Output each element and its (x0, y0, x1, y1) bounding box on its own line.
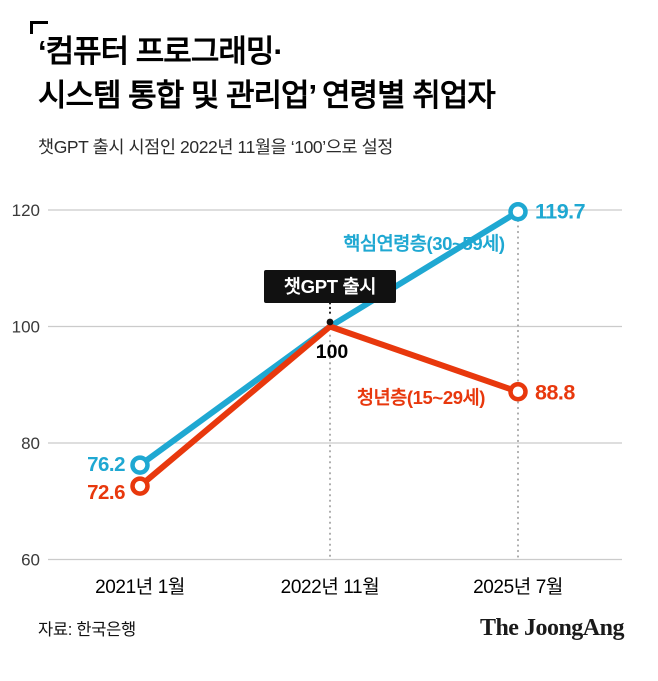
y-tick-label: 60 (21, 551, 40, 570)
data-point (130, 455, 150, 475)
series-label: 청년층(15~29세) (357, 387, 485, 408)
start-value-label: 72.6 (87, 481, 125, 504)
annotation-dot (326, 318, 334, 326)
annotation-label: 챗GPT 출시 (284, 276, 376, 297)
y-tick-label: 100 (12, 318, 40, 337)
x-tick-label: 2021년 1월 (95, 576, 185, 598)
start-value-label: 76.2 (87, 453, 125, 476)
title-line-2: 시스템 통합 및 관리업’ 연령별 취업자 (38, 78, 496, 114)
y-tick-label: 120 (12, 201, 40, 220)
title-line-1: ‘컴퓨터 프로그래밍· (38, 34, 284, 69)
corner-mark (30, 21, 48, 34)
x-tick-label: 2022년 11월 (281, 576, 380, 598)
end-value-label: 88.8 (535, 381, 575, 405)
header: ‘컴퓨터 프로그래밍· 시스템 통합 및 관리업’ 연령별 취업자 챗GPT 출… (38, 30, 496, 159)
source-note: 자료: 한국은행 (38, 621, 136, 639)
chart-subtitle: 챗GPT 출시 시점인 2022년 11월을 ‘100’으로 설정 (38, 137, 394, 158)
x-tick-label: 2025년 7월 (473, 576, 563, 598)
annotation-value-label: 100 (316, 341, 349, 363)
data-point (508, 201, 528, 222)
y-tick-label: 80 (21, 434, 40, 453)
publisher-logo: The JoongAng (479, 615, 625, 641)
data-point (130, 476, 150, 496)
page-title: ‘컴퓨터 프로그래밍· 시스템 통합 및 관리업’ 연령별 취업자 (38, 30, 496, 118)
end-value-label: 119.7 (535, 200, 586, 224)
data-point (508, 381, 528, 402)
footer: 자료: 한국은행 The JoongAng (38, 615, 625, 642)
series-label: 핵심연령층(30~59세) (343, 233, 504, 254)
annotation-box (264, 270, 396, 303)
series-line (138, 323, 519, 489)
